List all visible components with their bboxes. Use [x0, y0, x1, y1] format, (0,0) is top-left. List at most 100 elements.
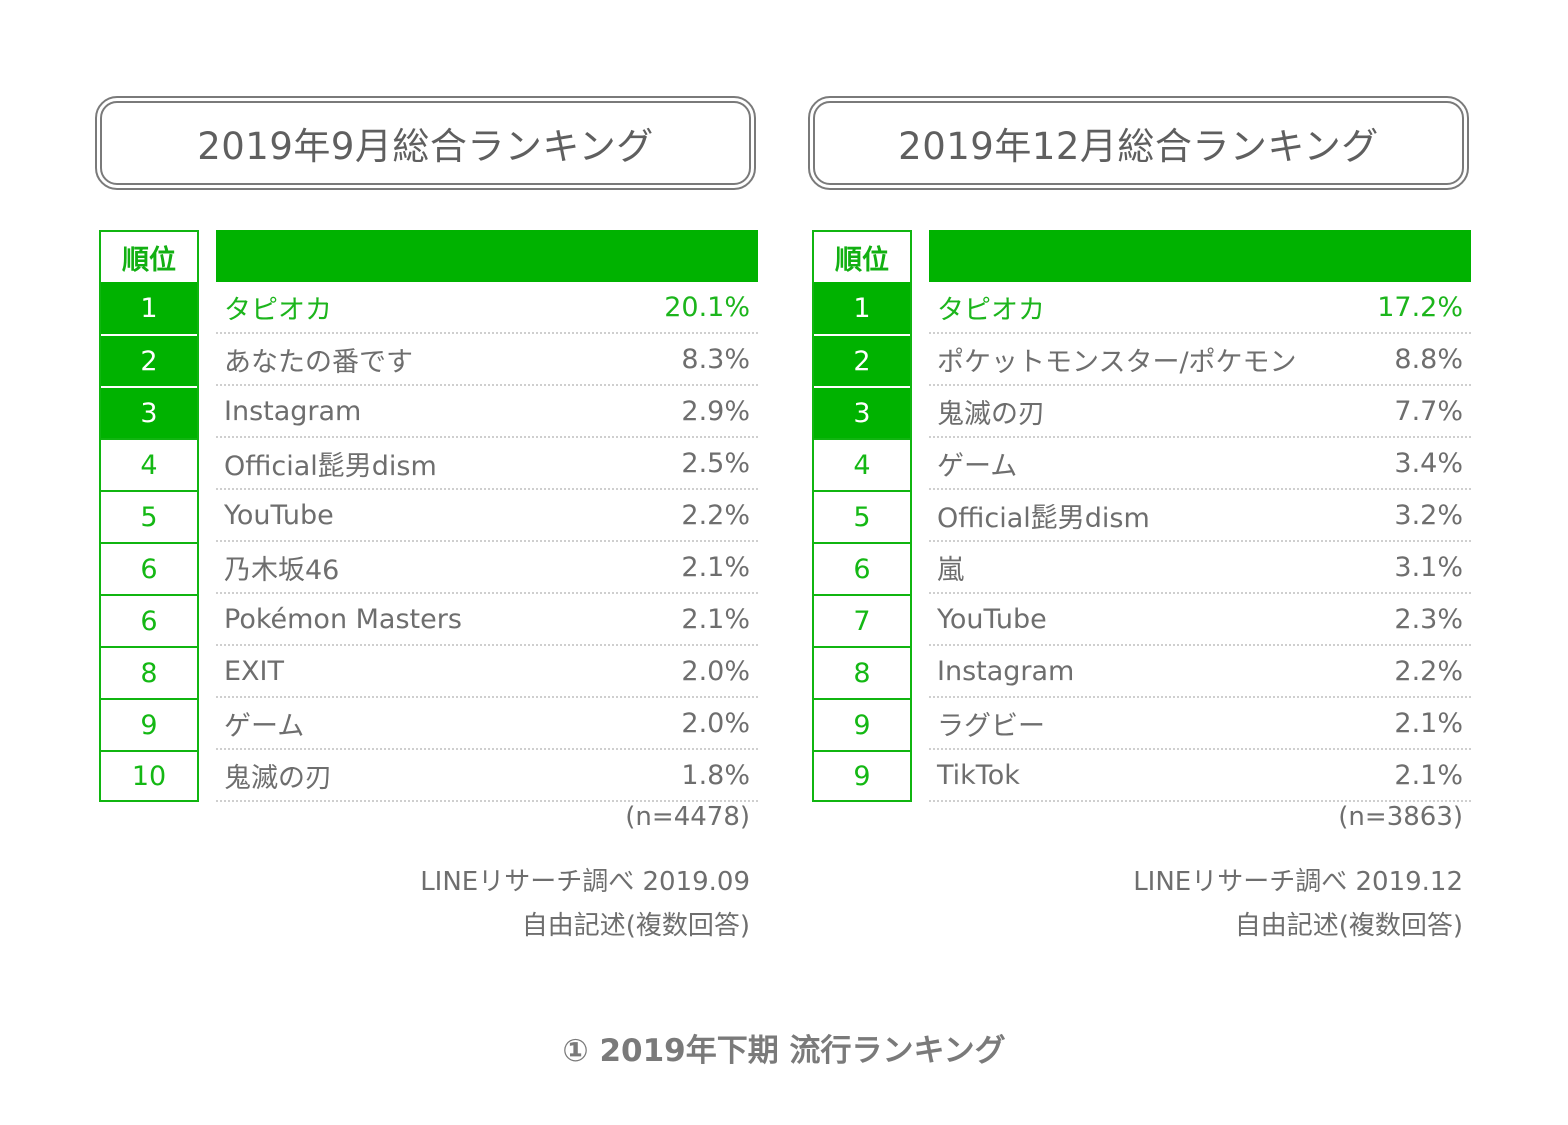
ranking-list: タピオカ 20.1% あなたの番です 8.3% Instagram 2.9% Officia… — [216, 230, 758, 941]
rank-number: 8 — [814, 646, 910, 698]
ranking-title: 2019年9月総合ランキング — [197, 125, 654, 168]
ranking-row: ゲーム 3.4% — [929, 438, 1471, 490]
item-name: YouTube — [224, 499, 334, 531]
ranking-row: 嵐 3.1% — [929, 542, 1471, 594]
rank-number: 10 — [101, 750, 197, 800]
rank-number: 4 — [814, 438, 910, 490]
ranking-row: Official髭男dism 3.2% — [929, 490, 1471, 542]
item-percentage: 3.2% — [1394, 499, 1463, 531]
item-name: 嵐 — [937, 554, 964, 586]
item-name: あなたの番です — [224, 346, 413, 378]
source-line-2: 自由記述(複数回答) — [1234, 911, 1463, 941]
item-name: Instagram — [937, 655, 1075, 687]
item-percentage: 2.0% — [681, 655, 750, 687]
item-name: ゲーム — [224, 710, 305, 742]
rank-column: 順位 1 2 3 4 5 6 7 8 9 9 — [812, 230, 912, 802]
item-percentage: 2.1% — [681, 603, 750, 635]
ranking-row: TikTok 2.1% — [929, 750, 1471, 802]
rank-number: 6 — [101, 542, 197, 594]
ranking-row: Instagram 2.2% — [929, 646, 1471, 698]
item-percentage: 3.4% — [1394, 447, 1463, 479]
ranking-list: タピオカ 17.2% ポケットモンスター/ポケモン 8.8% 鬼滅の刃 7.7% ゲーム 3.… — [929, 230, 1471, 941]
rank-number: 6 — [101, 594, 197, 646]
source-note: LINEリサーチ調べ 2019.09 自由記述(複数回答) — [420, 860, 750, 948]
ranking-title-box: 2019年12月総合ランキング — [808, 96, 1469, 190]
ranking-row: EXIT 2.0% — [216, 646, 758, 698]
item-name: Official髭男dism — [937, 502, 1150, 534]
ranking-row: ポケットモンスター/ポケモン 8.8% — [929, 334, 1471, 386]
ranking-row: あなたの番です 8.3% — [216, 334, 758, 386]
item-percentage: 2.9% — [681, 395, 750, 427]
ranking-row: タピオカ 17.2% — [929, 282, 1471, 334]
item-name: Instagram — [224, 395, 362, 427]
rank-number: 3 — [101, 386, 197, 438]
ranking-row: Pokémon Masters 2.1% — [216, 594, 758, 646]
rank-header: 順位 — [814, 232, 910, 282]
sample-size: (n=3863) — [1338, 802, 1463, 832]
item-percentage: 3.1% — [1394, 551, 1463, 583]
item-name: YouTube — [937, 603, 1047, 635]
item-name: Official髭男dism — [224, 450, 437, 482]
rank-number: 4 — [101, 438, 197, 490]
item-name: 鬼滅の刃 — [937, 398, 1045, 430]
ranking-row: タピオカ 20.1% — [216, 282, 758, 334]
item-percentage: 2.1% — [681, 551, 750, 583]
ranking-header-bar — [216, 230, 758, 282]
rank-number: 9 — [814, 698, 910, 750]
ranking-row: 乃木坂46 2.1% — [216, 542, 758, 594]
item-name: EXIT — [224, 655, 285, 687]
ranking-row: 鬼滅の刃 1.8% — [216, 750, 758, 802]
item-name: タピオカ — [224, 294, 332, 326]
item-percentage: 2.3% — [1394, 603, 1463, 635]
rank-number: 9 — [814, 750, 910, 800]
ranking-panel-september: 2019年9月総合ランキング 順位 1 2 3 4 5 6 6 8 9 10 タピオカ 20.1% あなたの… — [0, 0, 758, 1000]
rank-column: 順位 1 2 3 4 5 6 6 8 9 10 — [99, 230, 199, 802]
sample-size: (n=4478) — [625, 802, 750, 832]
item-name: TikTok — [937, 759, 1020, 791]
ranking-title: 2019年12月総合ランキング — [898, 125, 1379, 168]
item-percentage: 1.8% — [681, 759, 750, 791]
item-name: ゲーム — [937, 450, 1018, 482]
rank-number: 2 — [101, 334, 197, 386]
item-percentage: 2.1% — [1394, 707, 1463, 739]
item-name: タピオカ — [937, 294, 1045, 326]
item-name: ラグビー — [937, 710, 1045, 742]
item-percentage: 8.3% — [681, 343, 750, 375]
source-line-1: LINEリサーチ調べ 2019.09 — [420, 867, 750, 897]
ranking-panel-december: 2019年12月総合ランキング 順位 1 2 3 4 5 6 7 8 9 9 タピオカ 17.2% ポケット… — [713, 0, 1471, 1000]
ranking-row: Instagram 2.9% — [216, 386, 758, 438]
rank-header: 順位 — [101, 232, 197, 282]
ranking-row: 鬼滅の刃 7.7% — [929, 386, 1471, 438]
item-name: 鬼滅の刃 — [224, 762, 332, 794]
item-percentage: 2.1% — [1394, 759, 1463, 791]
item-percentage: 20.1% — [664, 291, 750, 323]
item-percentage: 2.2% — [1394, 655, 1463, 687]
item-name: ポケットモンスター/ポケモン — [937, 346, 1297, 378]
ranking-header-bar — [929, 230, 1471, 282]
rank-number: 8 — [101, 646, 197, 698]
ranking-title-box: 2019年9月総合ランキング — [95, 96, 756, 190]
item-name: 乃木坂46 — [224, 554, 340, 586]
ranking-row: YouTube 2.2% — [216, 490, 758, 542]
rank-number: 9 — [101, 698, 197, 750]
ranking-row: ゲーム 2.0% — [216, 698, 758, 750]
source-line-2: 自由記述(複数回答) — [521, 911, 750, 941]
ranking-row: YouTube 2.3% — [929, 594, 1471, 646]
page-caption: ① 2019年下期 流行ランキング — [562, 1033, 1006, 1069]
item-percentage: 2.5% — [681, 447, 750, 479]
rank-number: 3 — [814, 386, 910, 438]
rank-number: 5 — [814, 490, 910, 542]
source-line-1: LINEリサーチ調べ 2019.12 — [1133, 867, 1463, 897]
ranking-row: Official髭男dism 2.5% — [216, 438, 758, 490]
rank-number: 1 — [814, 282, 910, 334]
item-percentage: 17.2% — [1377, 291, 1463, 323]
rank-number: 5 — [101, 490, 197, 542]
rank-number: 7 — [814, 594, 910, 646]
rank-number: 2 — [814, 334, 910, 386]
item-name: Pokémon Masters — [224, 603, 462, 635]
ranking-row: ラグビー 2.1% — [929, 698, 1471, 750]
item-percentage: 2.2% — [681, 499, 750, 531]
rank-number: 6 — [814, 542, 910, 594]
rank-number: 1 — [101, 282, 197, 334]
item-percentage: 7.7% — [1394, 395, 1463, 427]
